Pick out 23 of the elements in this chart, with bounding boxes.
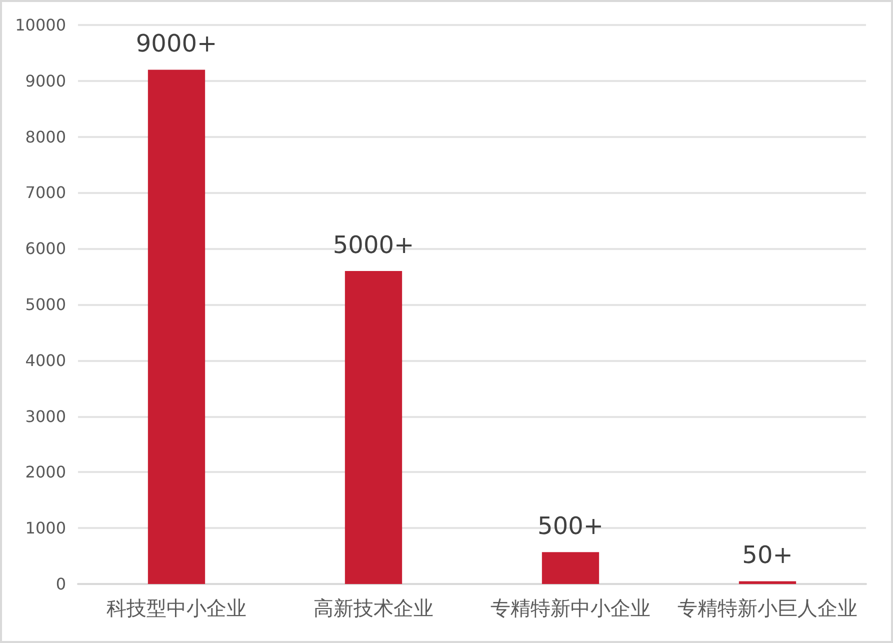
bar <box>148 70 206 584</box>
y-tick-label: 3000 <box>25 406 66 426</box>
y-tick-label: 1000 <box>25 518 66 538</box>
data-label: 500+ <box>538 512 604 540</box>
y-tick-label: 10000 <box>15 16 66 34</box>
y-tick-label: 6000 <box>25 239 66 258</box>
y-tick-label: 2000 <box>25 462 66 482</box>
data-label: 9000+ <box>136 30 218 58</box>
y-tick-label: 0 <box>56 574 66 594</box>
y-tick-label: 9000 <box>25 71 66 90</box>
x-tick-label: 高新技术企业 <box>314 596 434 620</box>
bar <box>344 270 402 584</box>
data-label: 50+ <box>742 541 793 570</box>
y-tick-label: 8000 <box>25 127 66 146</box>
x-tick-label: 专精特新中小企业 <box>490 596 650 620</box>
y-tick-label: 4000 <box>25 350 66 370</box>
bar <box>542 552 600 584</box>
x-tick-label: 专精特新小巨人企业 <box>678 596 858 620</box>
x-tick-label: 科技型中小企业 <box>106 596 246 620</box>
y-tick-label: 7000 <box>25 183 66 202</box>
bar <box>738 581 796 584</box>
y-tick-label: 5000 <box>25 295 66 314</box>
data-label: 5000+ <box>332 230 414 259</box>
